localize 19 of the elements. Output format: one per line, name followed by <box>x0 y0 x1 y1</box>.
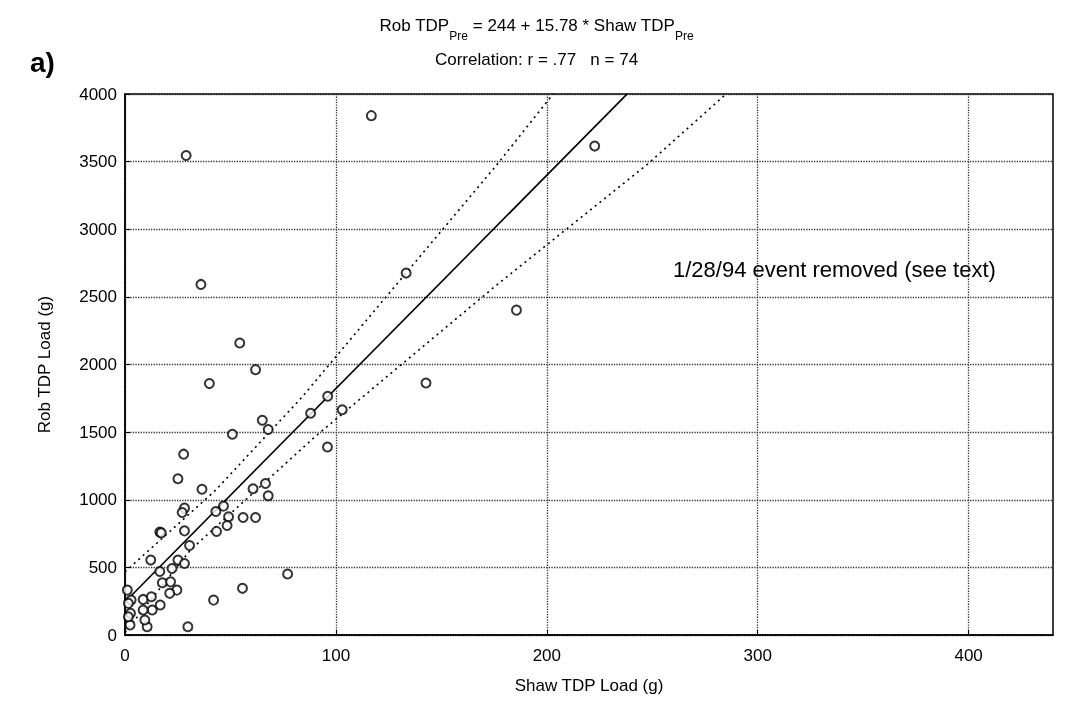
x-tick-label: 100 <box>321 646 351 665</box>
y-tick-label: 2500 <box>79 287 117 307</box>
y-tick-label: 2000 <box>79 355 117 374</box>
y-tick-label: 1500 <box>79 422 117 442</box>
annotation: 1/28/94 event removed (see text) <box>673 256 996 282</box>
y-tick-label: 3500 <box>79 152 117 172</box>
x-tick-label: 300 <box>743 646 772 665</box>
y-tick-label: 1000 <box>79 490 117 510</box>
x-tick-label: 200 <box>532 646 562 665</box>
x-tick-label: 400 <box>954 646 983 665</box>
y-tick-label: 500 <box>88 557 117 577</box>
x-tick-label: 0 <box>120 646 130 665</box>
y-axis-title: Rob TDP Load (g) <box>35 295 54 434</box>
chart-subtitle: Correlation: r = .77 n = 74 <box>434 50 639 69</box>
x-axis-title: Shaw TDP Load (g) <box>514 676 664 695</box>
text: a) <box>30 46 55 78</box>
y-tick-label: 0 <box>107 625 117 645</box>
y-tick-label: 3000 <box>79 219 117 239</box>
y-tick-label: 4000 <box>79 84 117 104</box>
